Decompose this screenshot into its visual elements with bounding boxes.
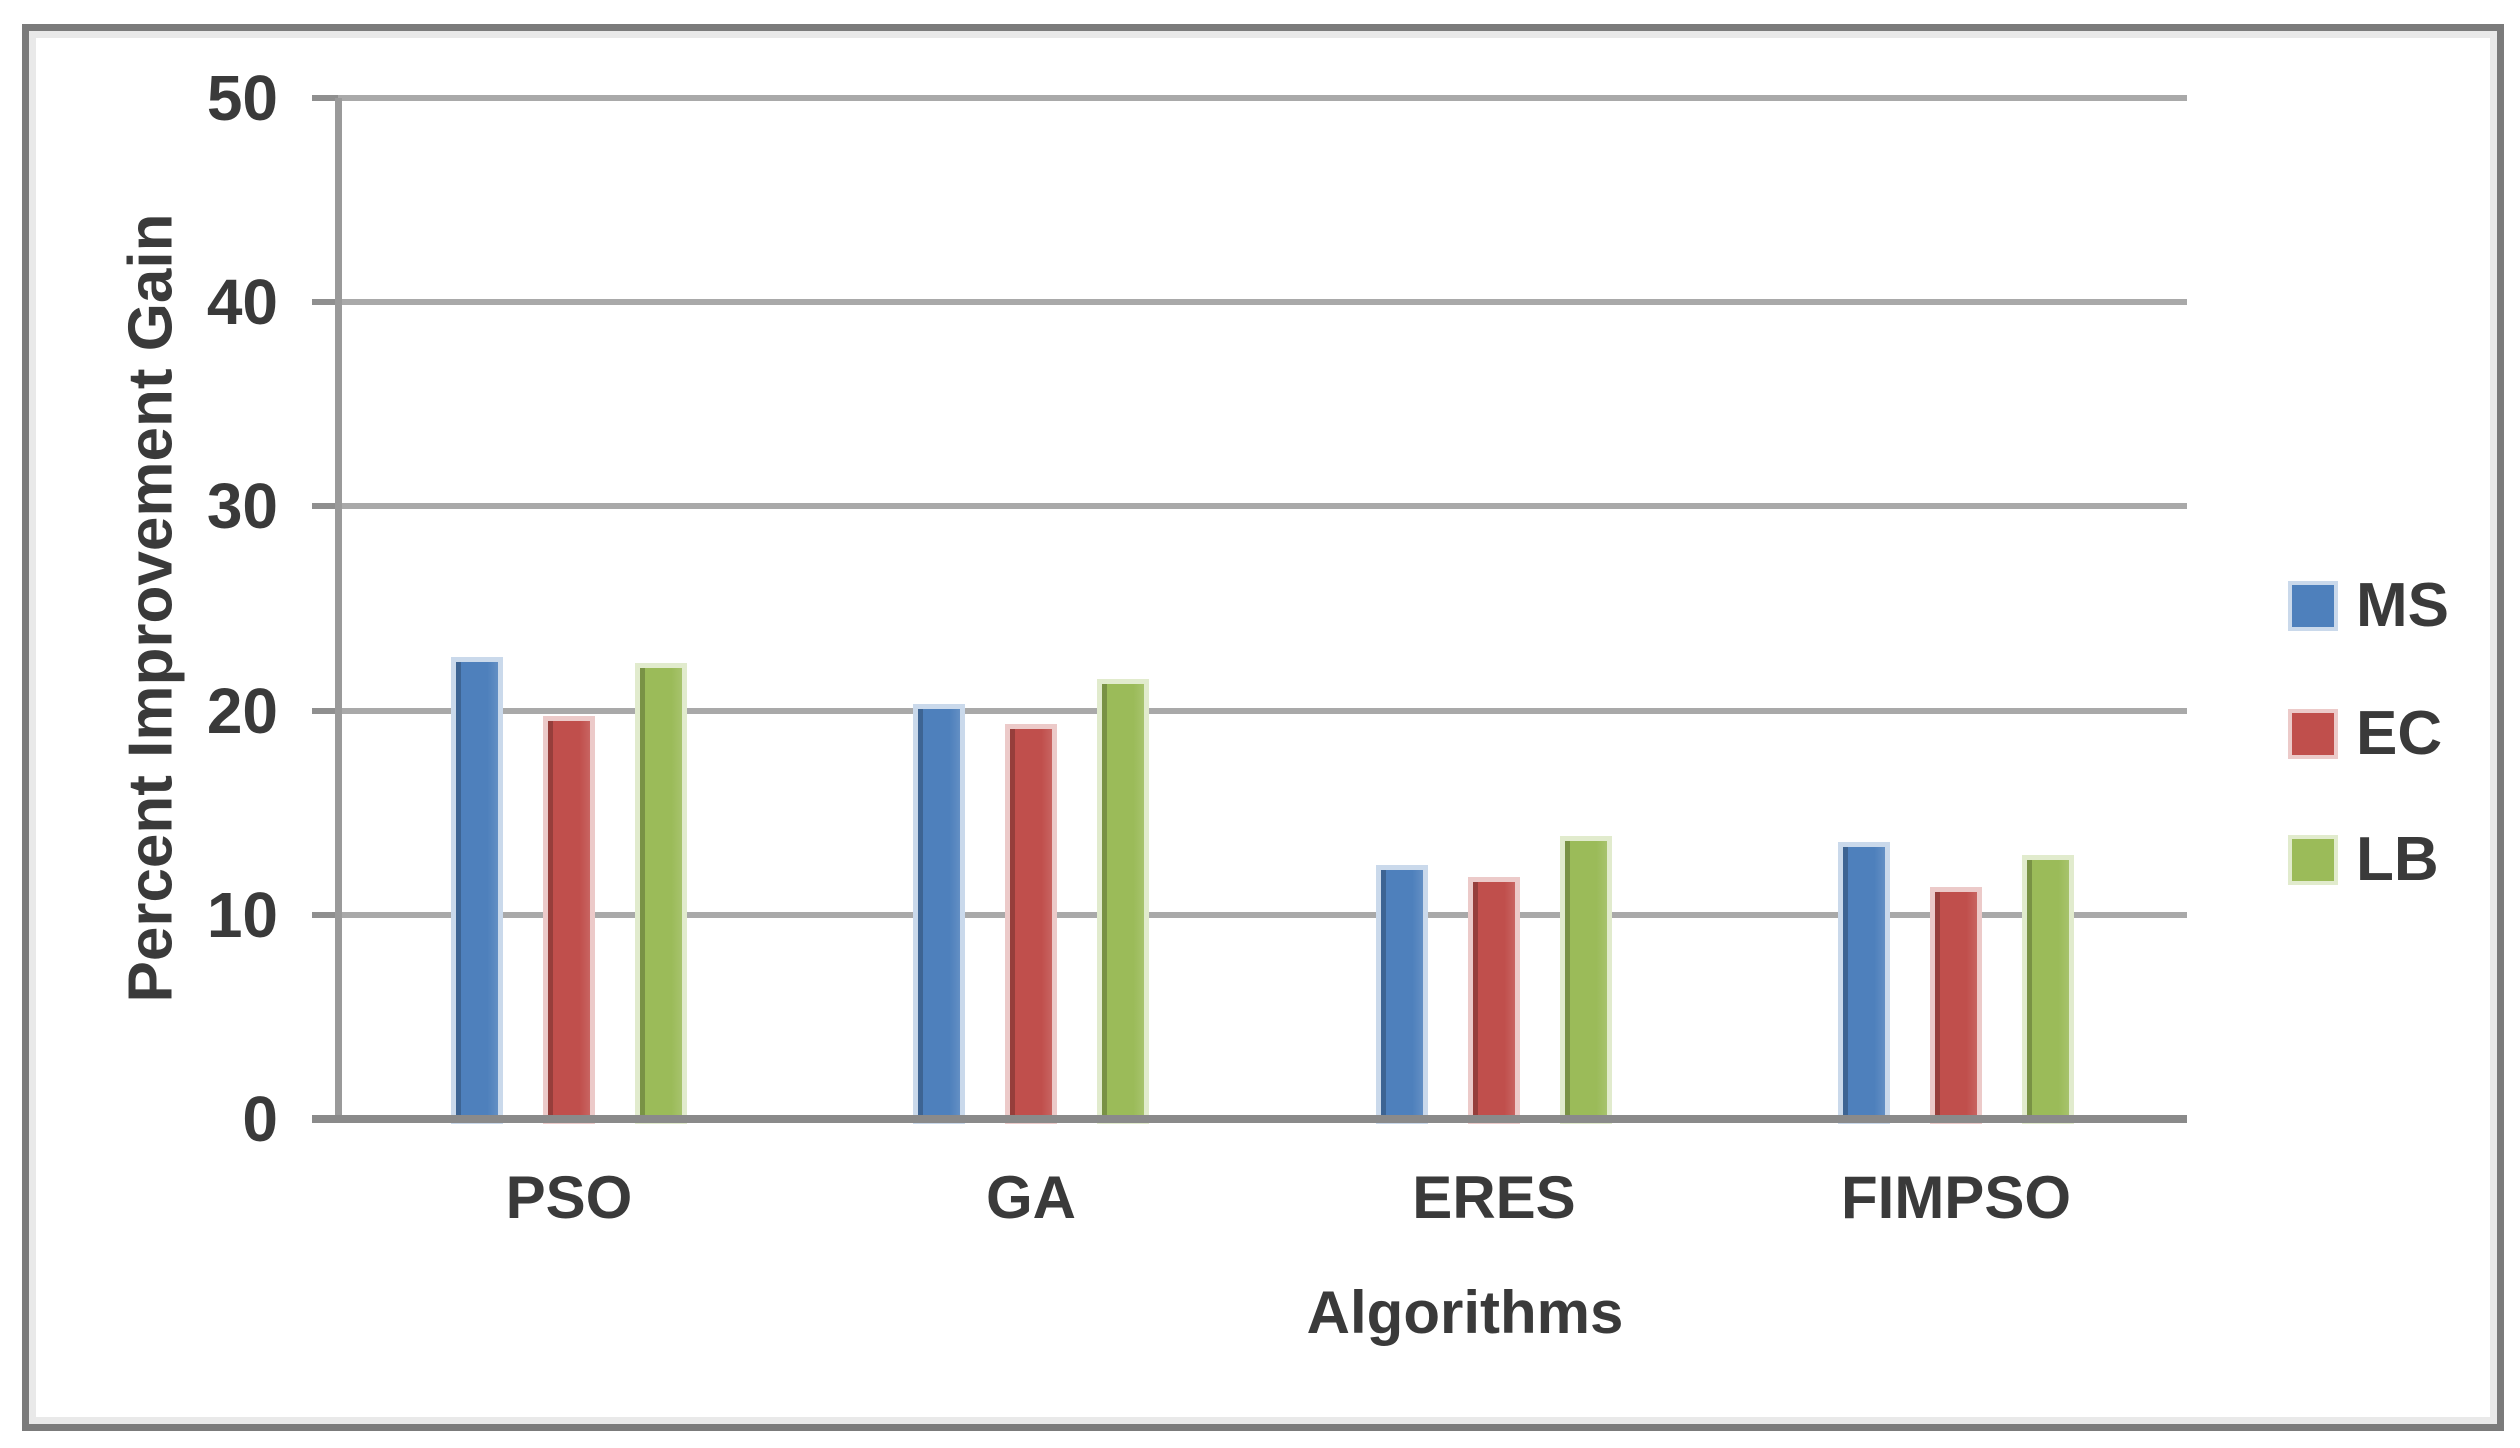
bar-PSO-LB: [640, 667, 682, 1119]
legend-item-LB: LB: [2292, 825, 2439, 894]
legend-label-MS: MS: [2356, 571, 2449, 640]
bar-GA-MS: [918, 708, 960, 1119]
x-category-label-FIMPSO: FIMPSO: [1840, 1164, 2072, 1231]
bar-ERES-MS: [1381, 869, 1423, 1119]
y-tick-label-10: 10: [206, 878, 278, 951]
bar-ERES-EC: [1473, 882, 1515, 1119]
bar-FIMPSO-EC: [1935, 892, 1977, 1119]
x-axis-title: Algorithms: [1306, 1279, 1624, 1346]
y-tick-label-20: 20: [206, 674, 278, 747]
legend-item-EC: EC: [2292, 699, 2443, 768]
bar-ERES-LB: [1565, 841, 1607, 1119]
legend-swatch-LB-icon: [2292, 839, 2334, 881]
bar-GA-LB: [1102, 684, 1144, 1119]
x-axis-line: [312, 1115, 2187, 1123]
chart-frame: [22, 24, 2504, 1431]
gridline-20: [338, 707, 2187, 714]
legend-label-LB: LB: [2356, 825, 2439, 894]
y-tick-mark-20: [312, 707, 338, 714]
bar-GA-EC: [1010, 728, 1052, 1119]
legend-item-MS: MS: [2292, 571, 2449, 640]
y-tick-label-50: 50: [206, 62, 278, 134]
bar-PSO-EC: [548, 720, 590, 1119]
y-tick-mark-10: [312, 911, 338, 918]
x-category-label-PSO: PSO: [505, 1164, 633, 1231]
x-category-label-GA: GA: [986, 1164, 1076, 1231]
bar-PSO-MS: [456, 661, 498, 1119]
x-category-label-ERES: ERES: [1412, 1164, 1576, 1231]
legend-label-EC: EC: [2356, 699, 2443, 768]
y-tick-mark-50: [312, 95, 338, 101]
gridline-50: [338, 95, 2187, 101]
y-tick-mark-30: [312, 503, 338, 510]
plot-area: [312, 95, 2187, 1123]
gridline-30: [338, 503, 2187, 510]
legend-swatch-EC-icon: [2292, 713, 2334, 755]
legend-swatch-MS-icon: [2292, 585, 2334, 627]
gridline-10: [338, 911, 2187, 918]
y-tick-label-40: 40: [206, 266, 278, 339]
gridline-40: [338, 299, 2187, 306]
bar-FIMPSO-LB: [2027, 859, 2069, 1119]
y-tick-mark-40: [312, 299, 338, 306]
bar-FIMPSO-MS: [1843, 847, 1885, 1119]
y-axis-line: [335, 98, 342, 1119]
y-tick-label-30: 30: [206, 470, 278, 543]
y-tick-label-0: 0: [242, 1083, 278, 1155]
